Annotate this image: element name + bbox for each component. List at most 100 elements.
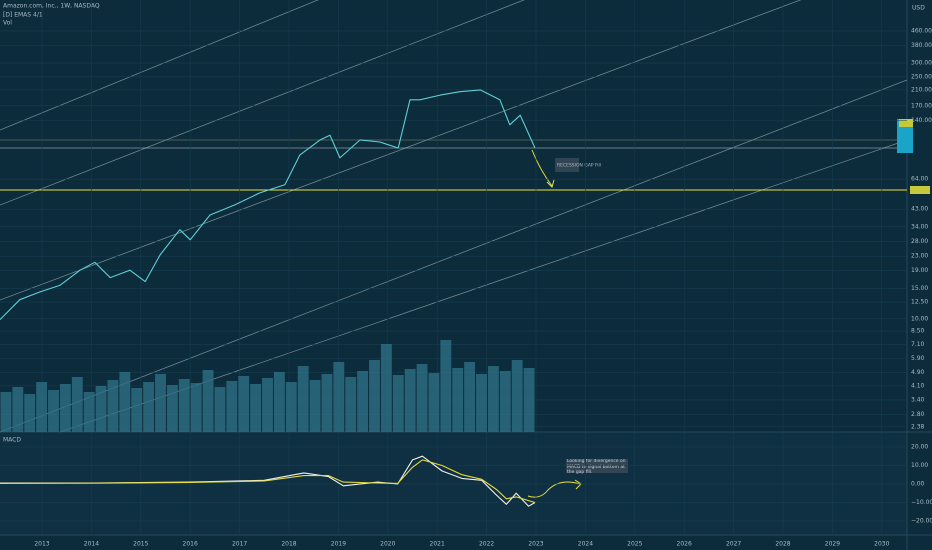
volume-bar — [0, 392, 12, 432]
volume-bar — [155, 374, 166, 432]
volume-bar — [499, 371, 511, 432]
x-tick-label: 2015 — [133, 541, 148, 548]
volume-bar — [143, 382, 155, 432]
y-tick-label: 4.10 — [911, 382, 925, 389]
series-line — [0, 89, 536, 320]
volume-bar — [309, 380, 321, 432]
arrow-head — [546, 179, 555, 188]
recession-annotation: RECESSION GAP Fill — [557, 163, 601, 169]
volume-bar — [226, 381, 238, 432]
y-tick-label: 2.80 — [911, 411, 925, 418]
volume-bar — [202, 370, 214, 432]
price-badge — [899, 119, 913, 127]
volume-label: Vol — [3, 20, 12, 27]
marks — [0, 89, 536, 507]
y-tick-label: 20.00 — [911, 443, 928, 450]
volume-bar — [238, 376, 250, 432]
x-tick-label: 2026 — [677, 541, 692, 548]
x-tick-label: 2028 — [775, 541, 790, 548]
macd-annotation-box: Looking for divergence on MACD to signal… — [567, 459, 626, 475]
volume-bar — [95, 386, 107, 432]
y-tick-label: 10.00 — [911, 315, 928, 322]
volume-bar — [416, 364, 428, 432]
y-tick-label: 34.00 — [911, 223, 928, 230]
volume-bar — [511, 360, 523, 432]
series-line — [0, 455, 536, 507]
x-tick-label: 2030 — [874, 541, 889, 548]
channel-line — [0, 0, 802, 301]
volume-bar — [24, 394, 36, 432]
volume-bar — [131, 388, 143, 432]
y-tick-label: 64.00 — [911, 176, 928, 183]
x-tick-label: 2013 — [34, 541, 49, 548]
y-tick-label: 4.90 — [911, 369, 925, 376]
x-tick-label: 2024 — [578, 541, 593, 548]
x-tick-label: 2019 — [331, 541, 346, 548]
annotation-box — [566, 459, 628, 473]
y-tick-label: 210.00 — [911, 86, 932, 93]
y-tick-label: 140.00 — [911, 117, 932, 124]
volume-bar — [71, 377, 83, 432]
volume-bar — [404, 369, 416, 432]
currency-label: USD — [912, 5, 925, 12]
volume-bar — [107, 380, 119, 432]
y-tick-label: 19.00 — [911, 267, 928, 274]
volume-bar — [392, 375, 404, 432]
volume-bar — [476, 374, 487, 432]
x-tick-label: 2020 — [380, 541, 395, 548]
y-tick-label: 15.00 — [911, 285, 928, 292]
y-tick-label: 380.00 — [911, 42, 932, 49]
y-tick-label: 28.00 — [911, 238, 928, 245]
volume-bar — [190, 383, 202, 432]
y-tick-label: 23.00 — [911, 253, 928, 260]
channel-line — [0, 0, 525, 206]
volume-bar — [440, 340, 452, 432]
y-tick-label: −20.00 — [911, 517, 932, 524]
arrow — [531, 149, 553, 187]
x-tick-label: 2022 — [479, 541, 494, 548]
volume-bar — [273, 372, 285, 432]
volume-bar — [214, 387, 226, 432]
x-tick-label: 2027 — [726, 541, 741, 548]
series-line — [0, 459, 536, 504]
x-tick-label: 2021 — [430, 541, 445, 548]
x-tick-label: 2025 — [627, 541, 642, 548]
y-tick-label: 0.00 — [911, 480, 925, 487]
annotation-box — [555, 158, 579, 172]
volume-bar — [428, 373, 440, 432]
volume-bar — [166, 385, 178, 432]
x-tick-label: 2018 — [281, 541, 296, 548]
macd-pane — [0, 432, 907, 535]
x-tick-label: 2016 — [183, 541, 198, 548]
y-tick-label: 170.00 — [911, 102, 932, 109]
volume-bar — [523, 368, 535, 432]
y-tick-label: 43.00 — [911, 206, 928, 213]
y-tick-label: 3.40 — [911, 396, 925, 403]
indicator-label: [D] EMAS 4/1 — [3, 12, 43, 19]
x-tick-label: 2014 — [84, 541, 99, 548]
volume-bar — [380, 344, 392, 432]
volume-bar — [83, 392, 95, 432]
volume-bar — [357, 371, 369, 432]
price-badge — [897, 119, 913, 153]
volume-bar — [250, 384, 262, 432]
y-tick-label: 12.50 — [911, 299, 928, 306]
volume-bar — [321, 374, 333, 432]
volume-bar — [464, 362, 476, 432]
macd-label: MACD — [3, 437, 21, 444]
arrow — [527, 481, 581, 498]
volume-bar — [297, 366, 309, 432]
volume-bar — [48, 390, 59, 432]
channel-line — [0, 0, 319, 131]
x-tick-label: 2023 — [528, 541, 543, 548]
y-tick-label: 10.00 — [911, 462, 928, 469]
volume-bar — [333, 362, 345, 432]
volume-bar — [345, 377, 357, 432]
y-tick-label: 300.00 — [911, 60, 932, 67]
volume-bar — [59, 384, 71, 432]
y-tick-label: 460.00 — [911, 27, 932, 34]
y-tick-label: 2.38 — [911, 423, 925, 430]
y-tick-label: −10.00 — [911, 499, 932, 506]
y-tick-label: 8.50 — [911, 328, 925, 335]
